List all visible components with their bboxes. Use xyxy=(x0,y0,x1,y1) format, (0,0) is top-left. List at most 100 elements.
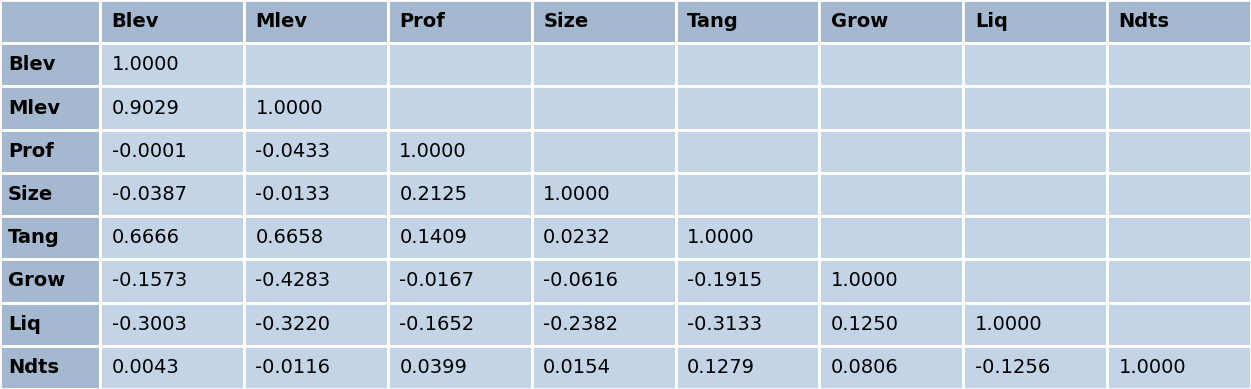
Bar xyxy=(0,346,100,389)
Bar xyxy=(100,303,244,346)
Bar xyxy=(100,43,244,86)
Text: 0.9029: 0.9029 xyxy=(111,98,179,117)
Text: 0.0806: 0.0806 xyxy=(831,358,898,377)
Bar xyxy=(676,259,819,303)
Bar xyxy=(963,259,1107,303)
Bar xyxy=(244,173,388,216)
Text: Prof: Prof xyxy=(399,12,445,31)
Bar xyxy=(100,130,244,173)
Text: Grow: Grow xyxy=(831,12,888,31)
Bar xyxy=(100,346,244,389)
Bar xyxy=(963,346,1107,389)
Text: -0.3133: -0.3133 xyxy=(687,315,762,334)
Text: 1.0000: 1.0000 xyxy=(687,228,754,247)
Text: Blev: Blev xyxy=(111,12,159,31)
Text: -0.0387: -0.0387 xyxy=(111,185,186,204)
Bar xyxy=(1107,43,1251,86)
Text: -0.0433: -0.0433 xyxy=(255,142,330,161)
Bar xyxy=(388,303,532,346)
Bar xyxy=(676,346,819,389)
Text: 0.1250: 0.1250 xyxy=(831,315,899,334)
Bar xyxy=(388,86,532,130)
Bar xyxy=(532,303,676,346)
Bar xyxy=(244,86,388,130)
Bar xyxy=(100,173,244,216)
Text: 0.6666: 0.6666 xyxy=(111,228,180,247)
Text: 1.0000: 1.0000 xyxy=(111,55,179,74)
Bar xyxy=(963,86,1107,130)
Bar xyxy=(100,86,244,130)
Text: -0.3220: -0.3220 xyxy=(255,315,330,334)
Bar xyxy=(532,173,676,216)
Text: 1.0000: 1.0000 xyxy=(831,272,898,291)
Text: 1.0000: 1.0000 xyxy=(1118,358,1186,377)
Text: Ndts: Ndts xyxy=(8,358,59,377)
Bar xyxy=(532,0,676,43)
Bar xyxy=(819,130,963,173)
Bar xyxy=(1107,0,1251,43)
Bar xyxy=(819,0,963,43)
Bar xyxy=(676,216,819,259)
Text: -0.0167: -0.0167 xyxy=(399,272,474,291)
Text: Mlev: Mlev xyxy=(255,12,308,31)
Bar xyxy=(819,173,963,216)
Bar xyxy=(676,43,819,86)
Text: Grow: Grow xyxy=(8,272,65,291)
Text: Size: Size xyxy=(543,12,588,31)
Bar xyxy=(819,216,963,259)
Text: -0.0116: -0.0116 xyxy=(255,358,330,377)
Text: Size: Size xyxy=(8,185,54,204)
Bar xyxy=(388,0,532,43)
Bar xyxy=(819,346,963,389)
Bar xyxy=(0,43,100,86)
Bar xyxy=(244,43,388,86)
Bar xyxy=(1107,216,1251,259)
Text: 0.6658: 0.6658 xyxy=(255,228,324,247)
Text: -0.4283: -0.4283 xyxy=(255,272,330,291)
Bar xyxy=(963,0,1107,43)
Bar xyxy=(1107,86,1251,130)
Bar xyxy=(388,43,532,86)
Bar xyxy=(819,259,963,303)
Bar xyxy=(0,86,100,130)
Bar xyxy=(532,216,676,259)
Bar xyxy=(532,346,676,389)
Bar xyxy=(388,173,532,216)
Text: -0.1915: -0.1915 xyxy=(687,272,762,291)
Bar xyxy=(244,130,388,173)
Text: 0.1279: 0.1279 xyxy=(687,358,756,377)
Bar xyxy=(963,216,1107,259)
Bar xyxy=(388,130,532,173)
Text: 0.0043: 0.0043 xyxy=(111,358,179,377)
Bar xyxy=(388,216,532,259)
Bar xyxy=(0,303,100,346)
Bar xyxy=(1107,303,1251,346)
Bar xyxy=(676,173,819,216)
Bar xyxy=(388,259,532,303)
Bar xyxy=(1107,173,1251,216)
Bar xyxy=(388,346,532,389)
Bar xyxy=(676,130,819,173)
Bar xyxy=(0,130,100,173)
Bar xyxy=(819,303,963,346)
Bar xyxy=(244,303,388,346)
Bar xyxy=(244,0,388,43)
Text: Prof: Prof xyxy=(8,142,54,161)
Text: Liq: Liq xyxy=(8,315,41,334)
Bar xyxy=(0,216,100,259)
Text: Tang: Tang xyxy=(8,228,60,247)
Bar xyxy=(963,130,1107,173)
Bar xyxy=(100,259,244,303)
Bar xyxy=(532,86,676,130)
Bar xyxy=(100,216,244,259)
Bar xyxy=(244,259,388,303)
Text: -0.1573: -0.1573 xyxy=(111,272,186,291)
Bar xyxy=(1107,259,1251,303)
Text: 1.0000: 1.0000 xyxy=(255,98,323,117)
Text: 1.0000: 1.0000 xyxy=(975,315,1042,334)
Bar xyxy=(0,173,100,216)
Text: 1.0000: 1.0000 xyxy=(399,142,467,161)
Bar xyxy=(1107,130,1251,173)
Text: Tang: Tang xyxy=(687,12,739,31)
Text: -0.1652: -0.1652 xyxy=(399,315,474,334)
